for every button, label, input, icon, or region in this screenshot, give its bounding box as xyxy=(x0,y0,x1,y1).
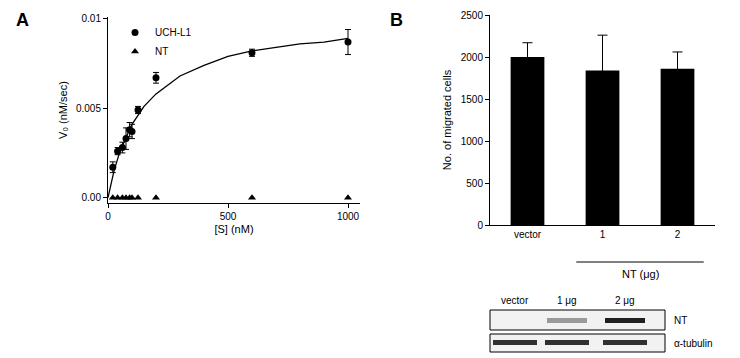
svg-text:B: B xyxy=(390,10,403,30)
svg-text:0.01: 0.01 xyxy=(82,13,102,24)
svg-text:1500: 1500 xyxy=(461,94,484,105)
svg-text:1000: 1000 xyxy=(461,136,484,147)
svg-text:2: 2 xyxy=(675,229,681,240)
svg-text:A: A xyxy=(16,10,29,30)
svg-text:NT (μg): NT (μg) xyxy=(622,268,659,280)
svg-text:500: 500 xyxy=(220,211,237,222)
svg-text:1 μg: 1 μg xyxy=(557,295,577,306)
svg-text:[S] (nM): [S] (nM) xyxy=(214,223,253,235)
svg-text:UCH-L1: UCH-L1 xyxy=(155,27,192,38)
svg-text:0: 0 xyxy=(105,211,111,222)
svg-text:2500: 2500 xyxy=(461,10,484,21)
svg-text:500: 500 xyxy=(466,178,483,189)
svg-text:vector: vector xyxy=(514,229,542,240)
svg-text:0.00: 0.00 xyxy=(82,192,102,203)
svg-text:2000: 2000 xyxy=(461,52,484,63)
svg-text:0.005: 0.005 xyxy=(76,103,101,114)
svg-text:1000: 1000 xyxy=(337,211,360,222)
svg-text:2 μg: 2 μg xyxy=(615,295,635,306)
svg-text:NT: NT xyxy=(674,315,687,326)
svg-text:0: 0 xyxy=(477,220,483,231)
svg-text:vector: vector xyxy=(501,295,529,306)
svg-text:NT: NT xyxy=(155,46,168,57)
svg-text:α-tubulin: α-tubulin xyxy=(674,338,713,349)
svg-text:1: 1 xyxy=(600,229,606,240)
svg-text:No. of migrated cells: No. of migrated cells xyxy=(441,69,453,170)
svg-text:V₀ (nM/sec): V₀ (nM/sec) xyxy=(57,81,69,139)
